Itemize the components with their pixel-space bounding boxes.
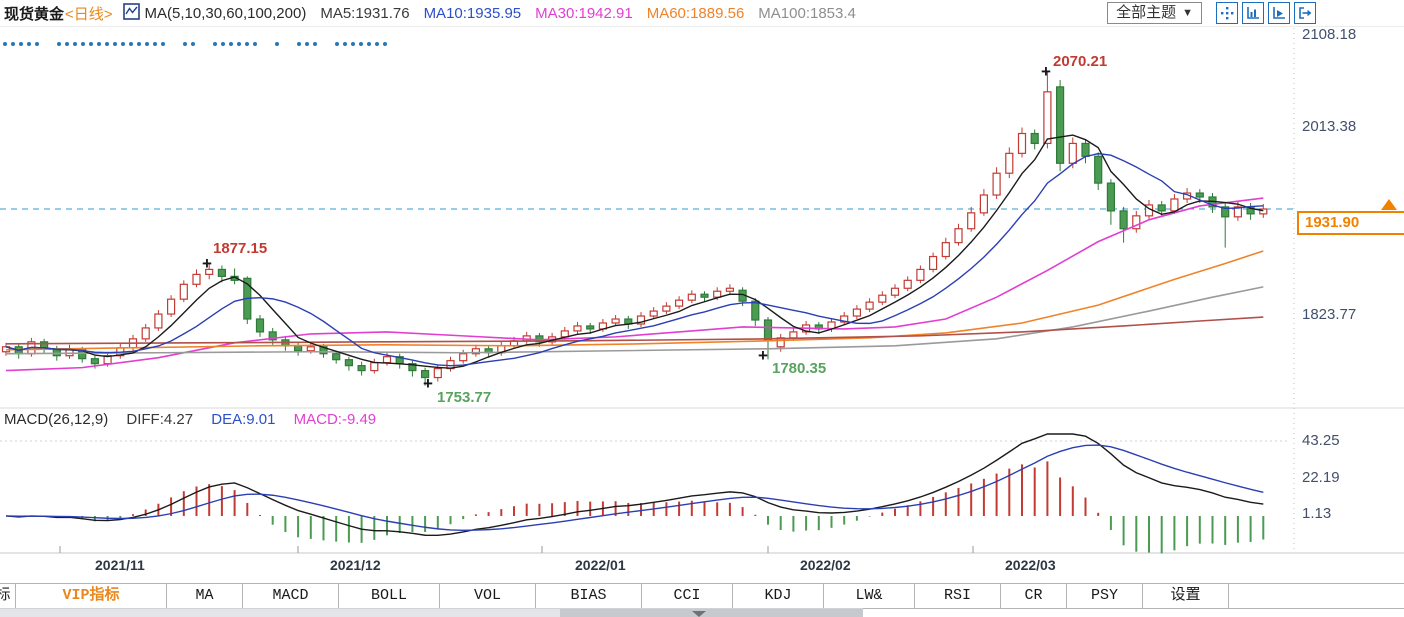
macd-axis-label: 1.13 (1302, 505, 1332, 522)
date-axis-label: 2021/12 (330, 557, 381, 573)
ma-value-0: MA5:1931.76 (320, 4, 410, 22)
indicator-tabbar: 标 VIP指标MAMACDBOLLVOLBIASCCIKDJLW&RSICRPS… (0, 583, 1404, 609)
price-annotation-low: 1780.35 (772, 360, 827, 377)
macd-header: MACD(26,12,9) DIFF:4.27 DEA:9.01 MACD:-9… (4, 411, 390, 428)
dot-group (3, 42, 43, 46)
date-axis-label: 2022/03 (1005, 557, 1056, 573)
theme-dropdown-label: 全部主题 (1116, 4, 1177, 21)
ma-value-3: MA60:1889.56 (646, 4, 745, 22)
tab-cci[interactable]: CCI (642, 584, 733, 608)
pan-dots-icon[interactable] (1216, 2, 1238, 24)
dot-group (57, 42, 169, 46)
tab-vip-indicators[interactable]: VIP指标 (16, 584, 167, 608)
price-axis-label: 2108.18 (1302, 26, 1357, 43)
tab-macd[interactable]: MACD (243, 584, 339, 608)
price-axis-label: 1823.77 (1302, 306, 1357, 323)
macd-axis-label: 43.25 (1302, 432, 1340, 449)
tab-cr[interactable]: CR (1001, 584, 1067, 608)
tab-kdj[interactable]: KDJ (733, 584, 824, 608)
ma-values: MA5:1931.76 MA10:1935.95 MA30:1942.91 MA60:… (306, 5, 856, 22)
tab-boll[interactable]: BOLL (339, 584, 440, 608)
horizontal-scrollbar[interactable] (0, 608, 863, 617)
price-annotation-high: 1877.15 (213, 240, 268, 257)
macd-macd-value: MACD:-9.49 (293, 411, 377, 428)
dot-group (183, 42, 199, 46)
tab-clipped[interactable]: 标 (0, 584, 16, 608)
price-axis-label: 2013.38 (1302, 118, 1357, 135)
export-icon[interactable] (1294, 2, 1316, 24)
dot-group (297, 42, 321, 46)
tab-bias[interactable]: BIAS (536, 584, 642, 608)
extreme-marker-icon: + (1041, 62, 1051, 81)
dot-group (213, 42, 261, 46)
extreme-marker-icon: + (202, 254, 212, 273)
date-axis-label: 2022/01 (575, 557, 626, 573)
scrollbar-thumb[interactable] (560, 609, 863, 617)
tab-psy[interactable]: PSY (1067, 584, 1143, 608)
ma-value-1: MA10:1935.95 (423, 4, 522, 22)
timeframe-label[interactable]: <日线> (65, 5, 113, 23)
tab-ma[interactable]: MA (167, 584, 243, 608)
extreme-marker-icon: + (423, 374, 433, 393)
macd-title: MACD(26,12,9) (4, 411, 109, 428)
tab-[interactable]: 设置 (1143, 584, 1229, 608)
tab-lw[interactable]: LW& (824, 584, 915, 608)
price-up-arrow-icon (1381, 199, 1397, 210)
dot-group (335, 42, 391, 46)
ma-value-4: MA100:1853.4 (758, 4, 856, 22)
axis-bars-icon[interactable] (1242, 2, 1264, 24)
tab-vol[interactable]: VOL (440, 584, 536, 608)
scrollbar-arrow-icon (692, 611, 706, 617)
last-price-tag: 1931.90 (1297, 211, 1404, 235)
symbol-label: 现货黄金 (4, 5, 65, 23)
chart-header: 现货黄金 <日线> MA(5,10,30,60,100,200) MA5:193… (0, 0, 1404, 27)
dots-strip (3, 42, 405, 46)
chart-type-icon (122, 2, 140, 24)
ma-value-2: MA30:1942.91 (535, 4, 633, 22)
macd-axis-label: 22.19 (1302, 469, 1340, 486)
extreme-marker-icon: + (758, 346, 768, 365)
macd-dea-value: DEA:9.01 (211, 411, 276, 428)
date-axis-label: 2022/02 (800, 557, 851, 573)
ma-settings-label: MA(5,10,30,60,100,200) (144, 4, 307, 22)
tab-rsi[interactable]: RSI (915, 584, 1001, 608)
chart-toolbox (1212, 2, 1316, 24)
dot-group (275, 42, 283, 46)
date-axis-label: 2021/11 (95, 557, 145, 573)
chevron-down-icon: ▼ (1182, 7, 1193, 19)
macd-diff-value: DIFF:4.27 (126, 411, 194, 428)
price-annotation-high: 2070.21 (1053, 53, 1108, 70)
theme-dropdown[interactable]: 全部主题 ▼ (1107, 2, 1202, 24)
price-annotation-low: 1753.77 (437, 389, 492, 406)
axis-play-icon[interactable] (1268, 2, 1290, 24)
